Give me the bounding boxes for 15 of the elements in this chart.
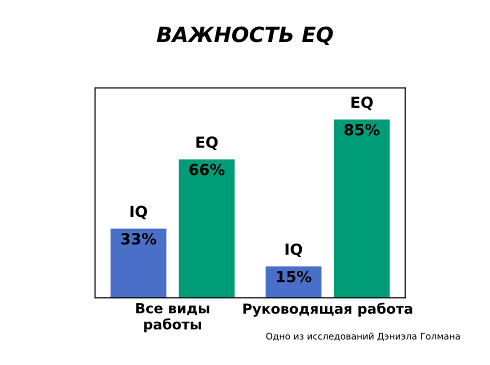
data-label: 66% bbox=[189, 164, 225, 176]
series-label: EQ bbox=[351, 96, 373, 110]
data-label: 33% bbox=[121, 233, 156, 245]
text: IQ bbox=[286, 243, 302, 258]
bar bbox=[110, 228, 166, 298]
x-tick-label: Все виды работы bbox=[136, 303, 210, 332]
x-tick-label: Руководящая работа bbox=[243, 302, 412, 317]
bar bbox=[334, 119, 390, 298]
series-label: IQ bbox=[130, 206, 148, 220]
data-label: 15% bbox=[277, 270, 312, 282]
text: Одно из исследований Дэниэла Голмана bbox=[266, 332, 460, 341]
bar bbox=[178, 159, 235, 298]
chart-title: ВАЖНОСТЬ EQ bbox=[156, 26, 333, 46]
data-label: 85% bbox=[344, 124, 380, 136]
text: EQ bbox=[196, 136, 218, 150]
